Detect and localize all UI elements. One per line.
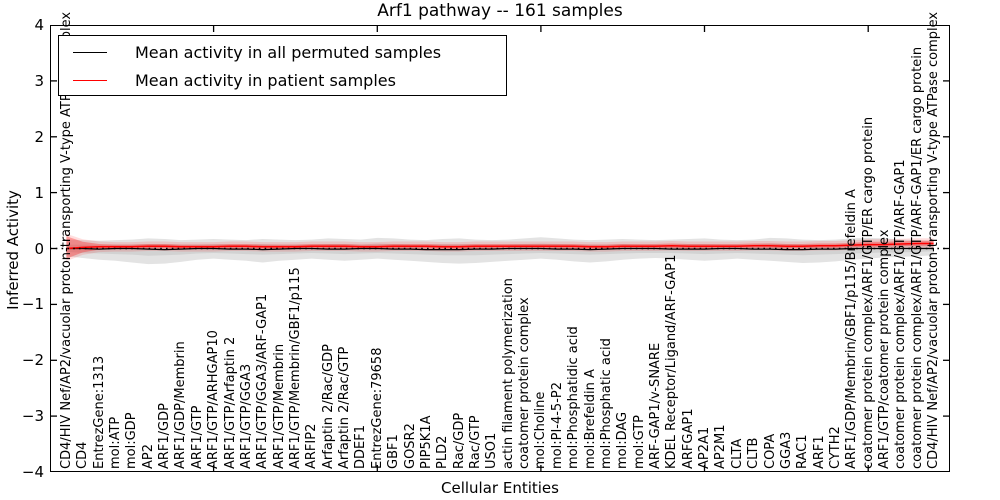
x-tick-label: CLTB bbox=[746, 437, 762, 469]
legend-line-patient-icon bbox=[73, 79, 107, 81]
x-tick-label: GOSR2 bbox=[402, 423, 418, 469]
x-tick-label: Rac/GTP bbox=[467, 415, 483, 469]
x-tick-label: GGA3 bbox=[778, 431, 794, 469]
legend: Mean activity in all permuted samples Me… bbox=[58, 35, 507, 96]
x-tick-label: ARF1/GDP bbox=[157, 403, 173, 469]
x-axis-label: Cellular Entities bbox=[441, 479, 559, 497]
x-tick-label: COPA bbox=[762, 433, 778, 469]
x-tick-label: Arfaptin 2/Rac/GTP bbox=[337, 346, 353, 469]
x-tick-label: coatomer protein complex/ARF1/GTP/ARF-GA… bbox=[893, 159, 909, 469]
x-tick-label: Arfaptin 2/Rac/GDP bbox=[320, 344, 336, 469]
legend-label: Mean activity in patient samples bbox=[135, 70, 396, 90]
x-tick-label: ARFIP2 bbox=[304, 423, 320, 469]
x-tick-label: DDEF1 bbox=[353, 425, 369, 469]
y-tick-label: −4 bbox=[21, 463, 44, 481]
x-tick-label: CLTA bbox=[729, 438, 745, 469]
patient-band-halo bbox=[66, 233, 934, 262]
x-tick-label: ARF-GAP1/v-SNARE bbox=[647, 342, 663, 469]
legend-label: Mean activity in all permuted samples bbox=[135, 42, 442, 62]
x-tick-label: ARF1/GTP/Membrin/GBF1/p115 bbox=[287, 267, 303, 469]
x-tick-label: mol:GTP bbox=[631, 415, 647, 469]
legend-entry-patient: Mean activity in patient samples bbox=[59, 66, 506, 94]
x-tick-label: mol:DAG bbox=[615, 411, 631, 469]
x-tick-label: PIP5K1A bbox=[418, 415, 434, 469]
x-tick-label: ARF1/GDP/Membrin/GBF1/p115/Brefeldin A bbox=[844, 189, 860, 469]
legend-line-permuted-icon bbox=[73, 51, 107, 53]
x-tick-label: USO1 bbox=[484, 432, 500, 469]
y-tick-label: −2 bbox=[21, 351, 44, 370]
x-tick-label: ARF1/GTP/GGA3/ARF-GAP1 bbox=[255, 293, 271, 469]
plot-area bbox=[50, 25, 950, 472]
x-tick-label: coatomer protein complex/ARF1/GTP/ER car… bbox=[860, 116, 876, 469]
x-tick-label: actin filament polymerization bbox=[500, 278, 516, 469]
x-tick-label: mol:ATP bbox=[107, 416, 123, 469]
x-tick-label: ARF1/GTP/GGA3 bbox=[238, 363, 254, 469]
y-tick-label: 0 bbox=[34, 239, 44, 258]
x-tick-label: EntrezGene:1313 bbox=[91, 355, 107, 469]
x-tick-label: AP2A1 bbox=[697, 426, 713, 469]
x-tick-label: coatomer protein complex bbox=[517, 297, 533, 469]
x-tick-label: ARF1/GTP/Membrin bbox=[271, 343, 287, 469]
x-tick-label: ARF1/GTP/ARHGAP10 bbox=[206, 330, 222, 469]
x-tick-label: ARF1/GDP/Membrin bbox=[173, 341, 189, 469]
x-tick-label: ARF1/GTP/Arfaptin 2 bbox=[222, 336, 238, 469]
x-tick-label: ARF1 bbox=[811, 435, 827, 469]
x-tick-label: AP2 bbox=[140, 443, 156, 469]
x-tick-label: CD4/HIV Nef/AP2/vacuolar proton-transpor… bbox=[926, 11, 942, 469]
x-tick-label: mol:Choline bbox=[533, 391, 549, 469]
patient-band bbox=[66, 236, 934, 259]
legend-entry-permuted: Mean activity in all permuted samples bbox=[59, 38, 506, 66]
x-tick-label: EntrezGene:79658 bbox=[369, 347, 385, 469]
x-tick-label: KDEL Receptor/Ligand/ARF-GAP1 bbox=[664, 254, 680, 469]
x-tick-label: coatomer protein complex/ARF1/GTP/ARF-GA… bbox=[909, 46, 925, 469]
permuted-mean-line bbox=[66, 247, 934, 251]
y-tick-label: −3 bbox=[21, 407, 44, 426]
x-tick-label: CYTH2 bbox=[827, 426, 843, 469]
x-tick-label: mol:Brefeldin A bbox=[582, 369, 598, 469]
x-tick-label: ARF1/GTP bbox=[189, 405, 205, 469]
x-tick-label: RAC1 bbox=[795, 434, 811, 469]
x-tick-label: Rac/GDP bbox=[451, 412, 467, 469]
y-tick-label: 1 bbox=[34, 183, 44, 202]
y-axis-label: Inferred Activity bbox=[4, 190, 22, 310]
x-tick-label: PLD2 bbox=[435, 435, 451, 469]
x-tick-label: ARF1/GTP/coatomer protein complex bbox=[877, 229, 893, 469]
x-tick-label: mol:GDP bbox=[124, 412, 140, 469]
y-tick-label: 3 bbox=[34, 71, 44, 90]
chart-title: Arf1 pathway -- 161 samples bbox=[377, 1, 623, 21]
y-tick-label: 4 bbox=[34, 16, 44, 34]
x-tick-label: GBF1 bbox=[386, 434, 402, 469]
y-tick-label: −1 bbox=[21, 295, 44, 314]
x-tick-label: CD4 bbox=[75, 441, 91, 469]
x-tick-label: AP2M1 bbox=[713, 424, 729, 470]
y-tick-label: 2 bbox=[34, 127, 44, 146]
x-tick-label: ARFGAP1 bbox=[680, 408, 696, 469]
x-tick-label: mol:Phosphatidic acid bbox=[566, 326, 582, 469]
x-tick-label: mol:PI-4-5-P2 bbox=[549, 381, 565, 469]
patient-mean-line bbox=[66, 242, 934, 250]
x-tick-label: mol:Phosphatic acid bbox=[598, 338, 614, 469]
